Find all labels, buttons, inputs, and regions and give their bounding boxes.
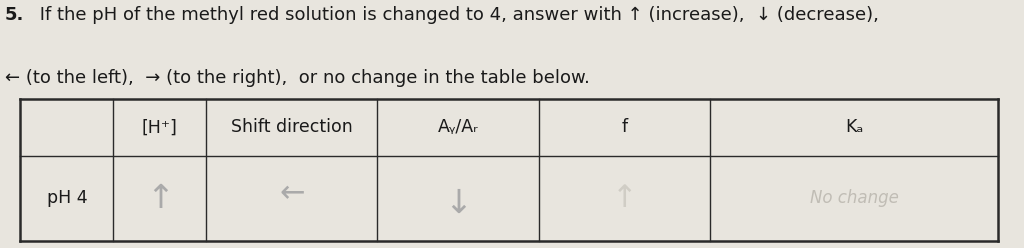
Text: Aᵧ/Aᵣ: Aᵧ/Aᵣ: [438, 119, 478, 136]
Text: [H⁺]: [H⁺]: [142, 119, 178, 136]
Text: ←: ←: [280, 179, 304, 208]
Text: ↑: ↑: [611, 184, 637, 213]
Text: No change: No change: [810, 189, 899, 207]
Text: ↓: ↓: [444, 186, 472, 220]
Text: ← (to the left),  → (to the right),  or no change in the table below.: ← (to the left), → (to the right), or no…: [5, 69, 590, 88]
Text: ↑: ↑: [145, 182, 174, 215]
Text: Shift direction: Shift direction: [231, 119, 352, 136]
Text: pH 4: pH 4: [47, 189, 87, 207]
Text: f: f: [622, 119, 628, 136]
Text: 5.: 5.: [5, 6, 25, 24]
Text: If the pH of the methyl red solution is changed to 4, answer with ↑ (increase), : If the pH of the methyl red solution is …: [34, 6, 879, 24]
Text: Kₐ: Kₐ: [845, 119, 863, 136]
